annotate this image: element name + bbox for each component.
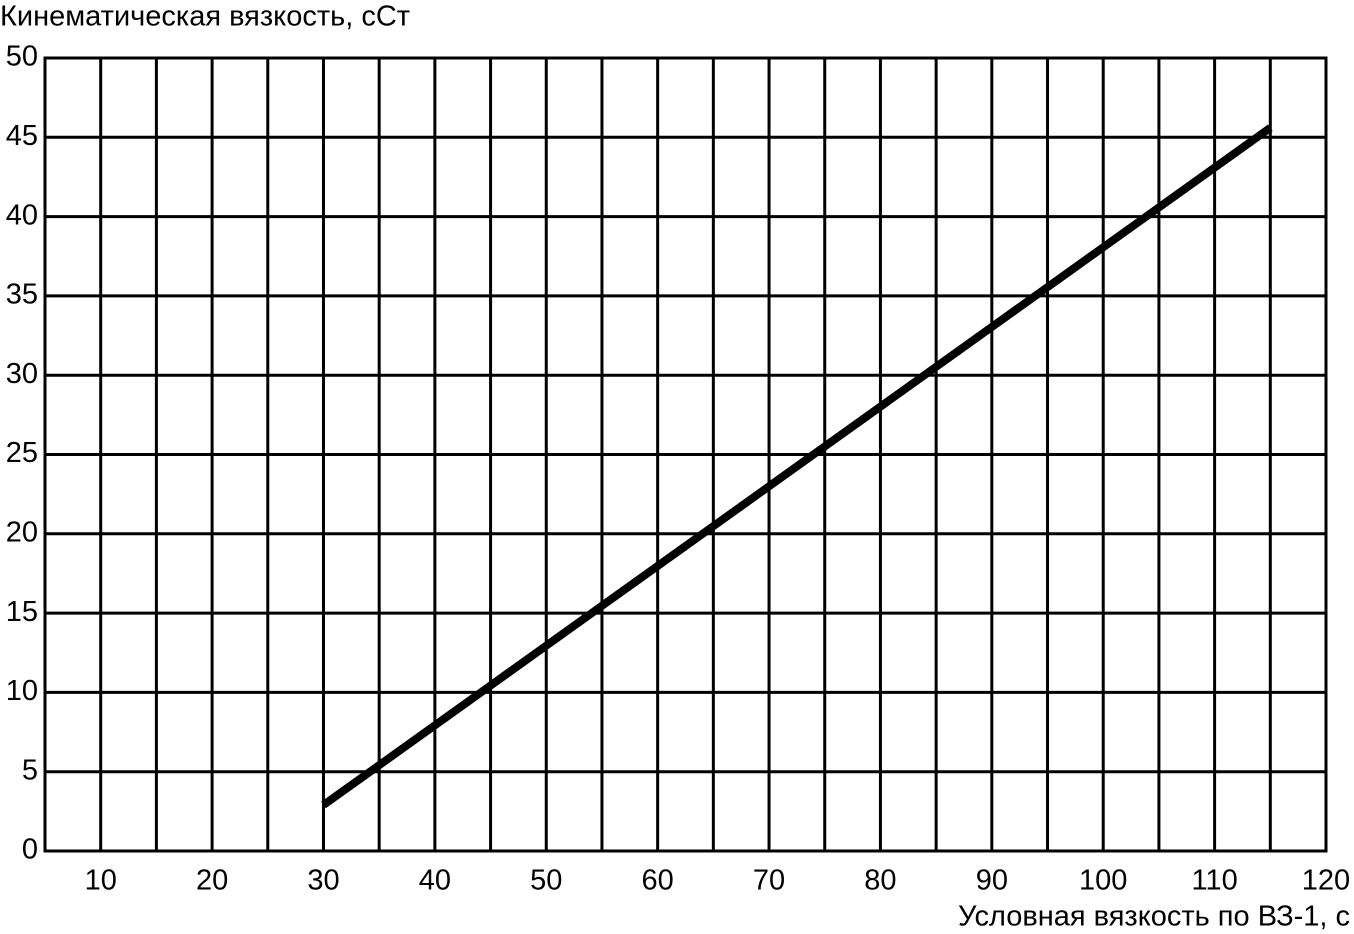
y-tick-label: 20 [6,516,38,548]
y-tick-label: 30 [6,358,38,390]
y-tick-label: 45 [6,120,38,152]
y-tick-label: 10 [6,675,38,707]
x-tick-label: 10 [85,865,117,897]
x-tick-label: 90 [976,865,1008,897]
x-axis-label: Условная вязкость по ВЗ-1, с [958,901,1350,933]
y-tick-label: 50 [6,41,38,73]
data-line [321,124,1273,809]
y-tick-label: 40 [6,199,38,231]
y-tick-label: 35 [6,279,38,311]
x-tick-label: 70 [753,865,785,897]
y-tick-label: 0 [22,834,38,866]
plot-frame [43,56,1328,853]
x-tick-label: 100 [1079,865,1127,897]
x-tick-label: 20 [196,865,228,897]
y-tick-label: 15 [6,596,38,628]
x-tick-label: 60 [642,865,674,897]
y-axis-label: Кинематическая вязкость, сСт [0,1,410,33]
x-tick-label: 110 [1191,865,1237,897]
x-tick-label: 40 [419,865,451,897]
y-tick-label: 5 [22,754,38,786]
x-tick-label: 30 [307,865,339,897]
y-tick-label: 25 [6,437,38,469]
x-tick-label: 120 [1302,865,1350,897]
x-tick-label: 50 [530,865,562,897]
x-tick-label: 80 [864,865,896,897]
